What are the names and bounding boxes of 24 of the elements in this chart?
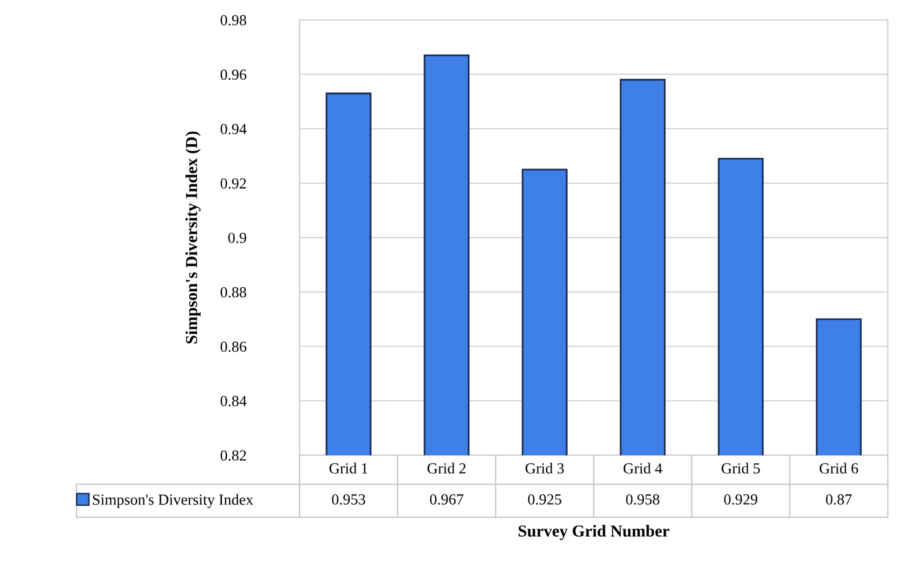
y-tick-label: 0.94 — [220, 124, 247, 134]
x-axis-title: Survey Grid Number — [518, 524, 670, 540]
y-axis-title: Simpson's Diversity Index (D) — [185, 132, 201, 344]
text: 0.967 — [430, 494, 464, 505]
x-tick-label: Grid 2 — [428, 462, 466, 474]
x-tick-label: Grid 1 — [329, 462, 368, 474]
x-tick-label: Grid 6 — [820, 462, 858, 474]
y-tick-label: 0.86 — [220, 342, 246, 352]
y-tick-label: 0.82 — [220, 450, 246, 461]
x-tick-label: Grid 5 — [722, 462, 760, 474]
legend-label: Simpson's Diversity Index — [92, 494, 254, 508]
text: 0.953 — [332, 494, 366, 505]
x-tick-label: Grid 3 — [526, 462, 564, 474]
text: 0.925 — [528, 494, 562, 505]
y-tick-label: 0.9 — [228, 232, 246, 244]
x-tick-label: Grid 4 — [624, 462, 662, 474]
y-tick-label: 0.84 — [220, 396, 247, 406]
y-tick-label: 0.88 — [220, 287, 246, 298]
text: 0.929 — [724, 494, 758, 505]
text: 0.958 — [626, 494, 660, 505]
y-tick-label: 0.92 — [220, 178, 246, 189]
y-tick-label: 0.96 — [220, 69, 246, 80]
y-tick-label: 0.98 — [220, 15, 246, 26]
text: 0.87 — [826, 494, 852, 505]
